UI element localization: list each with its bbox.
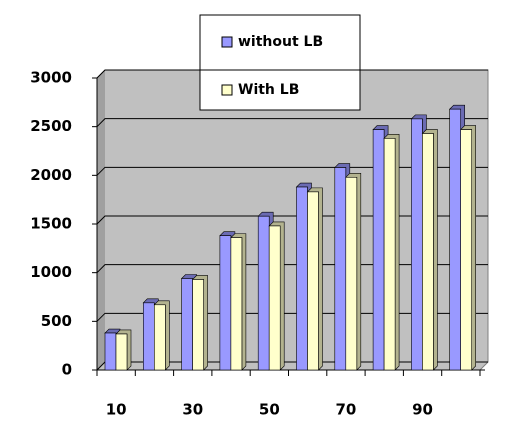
bar	[334, 167, 347, 371]
bar	[192, 279, 204, 371]
bar	[460, 129, 473, 371]
grid-line	[96, 118, 488, 128]
grid-line	[96, 69, 488, 79]
bar	[411, 118, 423, 371]
bar	[257, 215, 270, 371]
bar	[230, 237, 243, 371]
bar	[143, 302, 155, 371]
bar	[268, 225, 281, 371]
x-tick-label: 90	[412, 401, 433, 419]
bar	[449, 108, 462, 371]
y-tick-label: 1500	[30, 215, 72, 233]
bar	[307, 191, 319, 371]
y-tick-label: 500	[41, 312, 72, 330]
x-tick-label: 70	[336, 401, 357, 419]
bar	[372, 129, 385, 371]
bar	[219, 235, 232, 371]
bar	[345, 176, 358, 371]
y-tick-label: 2000	[30, 166, 72, 184]
bar	[154, 304, 166, 371]
legend-label: without LB	[238, 34, 323, 50]
x-tick-label: 50	[259, 401, 280, 419]
x-tick-label: 10	[106, 401, 127, 419]
legend-swatch	[221, 84, 233, 96]
bar	[422, 133, 434, 371]
y-tick-label: 0	[62, 361, 72, 379]
x-tick-label: 30	[182, 401, 203, 419]
bar	[296, 186, 308, 371]
y-tick-label: 1000	[30, 263, 72, 281]
bar	[115, 333, 128, 371]
legend-swatch	[221, 36, 233, 48]
bar	[104, 332, 117, 371]
bar	[181, 278, 193, 371]
y-tick-label: 3000	[30, 69, 72, 87]
legend-label: With LB	[238, 82, 299, 98]
bar	[383, 138, 396, 371]
y-tick-label: 2500	[30, 117, 72, 135]
grid-line	[96, 166, 488, 176]
